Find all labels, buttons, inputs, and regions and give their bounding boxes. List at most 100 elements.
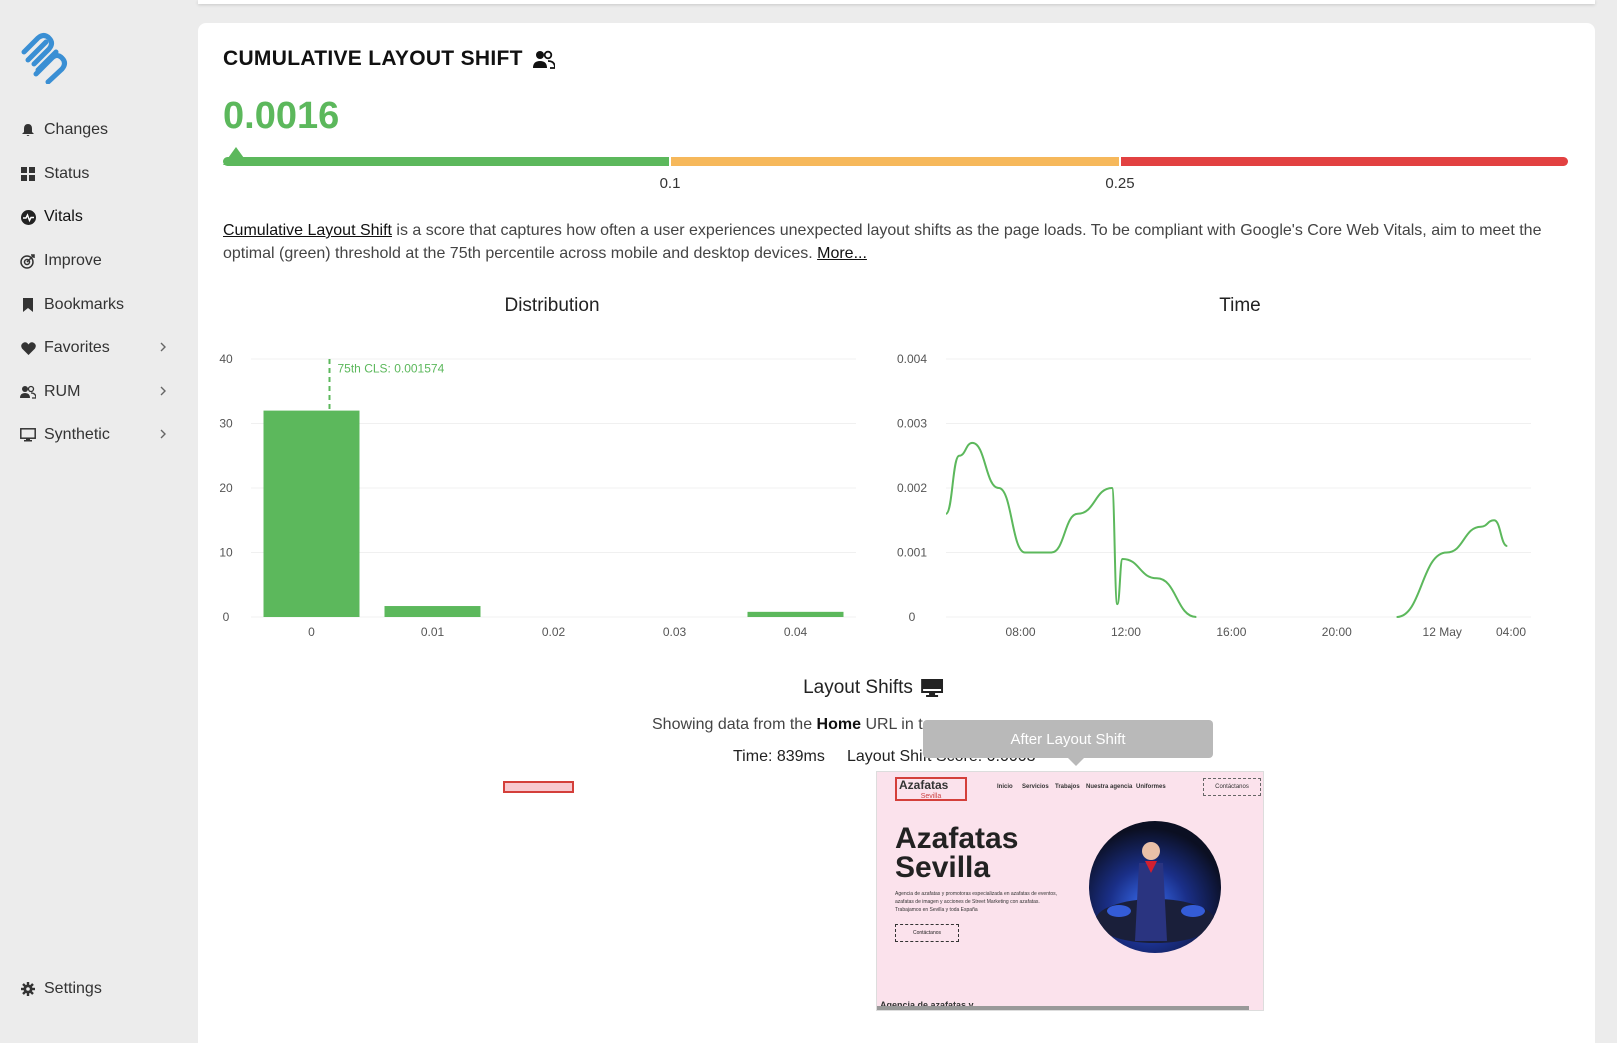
pulse-icon [20,209,36,225]
bar-0 [263,410,360,617]
x-tick-label: 0.03 [663,625,687,639]
more-link[interactable]: More... [817,245,867,262]
x-tick-label: 0 [308,625,315,639]
sidebar-item-label: Vitals [44,208,83,225]
y-tick-label: 20 [219,481,233,495]
target-icon [20,253,36,269]
gauge-tick-label: 0.25 [1105,175,1135,192]
time-chart: 0 0.001 0.002 0.003 0.004 08:00 12:00 16:00 20:0… [886,349,1586,659]
chevron-right-icon [160,429,166,439]
layout-shifts-subtitle: Showing data from the Home URL in t [652,716,923,733]
sidebar-item-status[interactable]: Status [20,159,170,189]
screenshot-scrollbar[interactable] [877,1006,1249,1010]
screenshot-hero-photo [1089,821,1221,953]
gear-icon [20,981,36,997]
sidebar-item-label: Improve [44,252,102,269]
after-shift-screenshot[interactable]: Azafatas Sevilla Inicio Servicios Trabajo… [876,771,1264,1011]
after-shift-tooltip: After Layout Shift [923,720,1213,766]
gauge-tick-label: 0.1 [659,175,681,192]
x-tick-label: 12:00 [1111,625,1141,639]
sidebar-item-label: Synthetic [44,426,110,443]
bar-0.04 [747,611,844,617]
sidebar-item-improve[interactable]: Improve [20,246,170,276]
y-tick-label: 40 [219,352,233,366]
x-tick-label: 20:00 [1322,625,1352,639]
sidebar-item-bookmarks[interactable]: Bookmarks [20,290,170,320]
cls-card: CUMULATIVE LAYOUT SHIFT 0.0016 0.1 0.25 … [198,23,1595,1043]
screenshot-contact-button: Contáctanos [1203,778,1261,796]
metric-value: 0.0016 [223,95,340,137]
sidebar: Changes Status Vitals Improve Bookmarks … [0,0,196,1043]
users-icon [20,384,36,400]
chevron-right-icon [160,386,166,396]
metric-title: CUMULATIVE LAYOUT SHIFT [223,47,555,71]
distribution-chart: 0 10 20 30 40 0 0.01 0.02 0.03 0.04 75th CLS: 0.00… [206,349,886,659]
paperclip-logo[interactable] [16,30,70,84]
gauge-needs-improvement-segment [671,157,1119,166]
bar-0.01 [384,606,481,617]
time-chart-title: Time [1219,295,1261,316]
sidebar-item-label: RUM [44,383,81,400]
monitor-icon [920,679,943,697]
sidebar-item-favorites[interactable]: Favorites [20,333,170,363]
screenshot-menu-item: Servicios [1022,784,1049,790]
threshold-gauge [223,157,1568,167]
x-tick-label: 04:00 [1496,625,1526,639]
screenshot-heading: Azafatas Sevilla [895,822,1019,884]
x-tick-label: 16:00 [1216,625,1246,639]
screenshot-menu-item: Uniformes [1136,784,1166,790]
screenshot-bottom-text: Agencia de azafatas y [880,1000,974,1010]
y-tick-label: 0.001 [897,546,927,560]
monitor-icon [20,427,36,443]
layout-shifts-title: Layout Shifts [803,677,943,699]
gauge-good-segment [223,157,669,166]
sidebar-item-label: Favorites [44,339,110,356]
bookmark-icon [20,297,36,313]
heart-icon [20,340,36,356]
top-panel-edge [198,0,1595,4]
screenshot-menu-item: Inicio [997,784,1013,790]
users-icon [532,50,555,69]
screenshot-logo: Azafatas Sevilla [895,777,967,801]
x-tick-label: 0.04 [784,625,808,639]
percentile-75-annotation: 75th CLS: 0.001574 [338,362,445,376]
hostess-photo-illustration [1095,842,1215,943]
x-tick-label: 08:00 [1006,625,1036,639]
sidebar-item-vitals[interactable]: Vitals [20,202,170,232]
y-tick-label: 30 [219,417,233,431]
screenshot-menu-item: Nuestra agencia [1086,784,1133,790]
y-tick-label: 0.002 [897,481,927,495]
bell-icon [20,122,36,138]
x-tick-label: 0.02 [542,625,566,639]
sidebar-item-settings[interactable]: Settings [20,974,170,1004]
series-line-segment-1 [1396,519,1508,618]
screenshot-nav: Azafatas Sevilla Inicio Servicios Trabajo… [877,772,1263,812]
sidebar-item-label: Settings [44,980,102,997]
sidebar-item-synthetic[interactable]: Synthetic [20,420,170,450]
gauge-poor-segment [1121,157,1568,166]
sidebar-item-changes[interactable]: Changes [20,115,170,145]
x-tick-label: 12 May [1423,625,1462,639]
sidebar-item-rum[interactable]: RUM [20,377,170,407]
sidebar-item-label: Bookmarks [44,296,125,313]
y-tick-label: 0 [909,610,916,624]
y-tick-label: 0 [223,610,230,624]
distribution-chart-svg: 0 10 20 30 40 0 0.01 0.02 0.03 0.04 75th CLS: 0.00… [219,352,856,639]
y-tick-label: 0.003 [897,417,927,431]
y-tick-label: 0.004 [897,352,927,366]
sidebar-item-label: Status [44,165,90,182]
y-tick-label: 10 [219,546,233,560]
sidebar-item-label: Changes [44,121,109,138]
chevron-right-icon [160,342,166,352]
screenshot-menu-item: Trabajos [1055,784,1080,790]
x-tick-label: 0.01 [421,625,445,639]
time-chart-svg: 0 0.001 0.002 0.003 0.004 08:00 12:00 16:00 20:0… [897,352,1531,639]
screenshot-paragraph: Agencia de azafatas y promotoras especia… [895,891,1058,913]
before-shift-element-box [503,781,574,793]
layout-shift-time: Time: 839ms [733,748,825,765]
metric-description: Cumulative Layout Shift is a score that … [223,222,1542,262]
grid-icon [20,166,36,182]
series-line-segment-0 [945,441,1197,618]
distribution-chart-title: Distribution [504,295,600,316]
cls-link[interactable]: Cumulative Layout Shift [223,222,392,239]
